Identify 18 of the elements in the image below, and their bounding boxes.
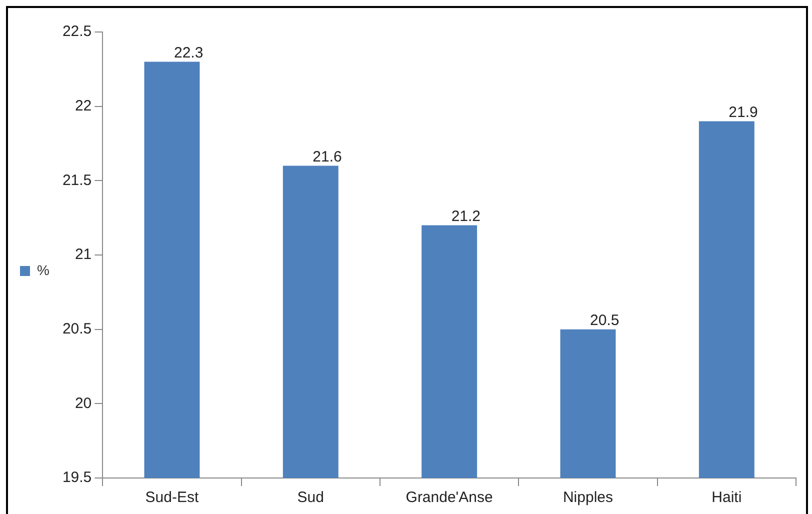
y-tick-label: 20.5 xyxy=(62,320,92,338)
data-label: 21.2 xyxy=(451,208,481,225)
x-tick-label: Haiti xyxy=(712,489,742,506)
x-tick-label: Grande'Anse xyxy=(406,489,493,506)
y-tick-label: 22.5 xyxy=(62,23,92,40)
y-tick-label: 19.5 xyxy=(62,469,92,486)
data-label: 21.9 xyxy=(728,104,758,121)
x-tick-label: Sud-Est xyxy=(145,489,200,506)
data-label: 20.5 xyxy=(590,312,620,329)
y-tick-label: 21 xyxy=(74,246,92,264)
y-tick-label: 20 xyxy=(74,394,92,412)
y-tick-label: 22 xyxy=(74,97,92,114)
data-label: 22.3 xyxy=(174,44,204,62)
y-tick-label: 21.5 xyxy=(62,172,92,189)
x-tick-label: Nipples xyxy=(562,489,614,506)
data-label: 21.6 xyxy=(312,148,342,166)
x-tick-label: Sud xyxy=(297,489,324,506)
legend-label: % xyxy=(37,262,50,278)
